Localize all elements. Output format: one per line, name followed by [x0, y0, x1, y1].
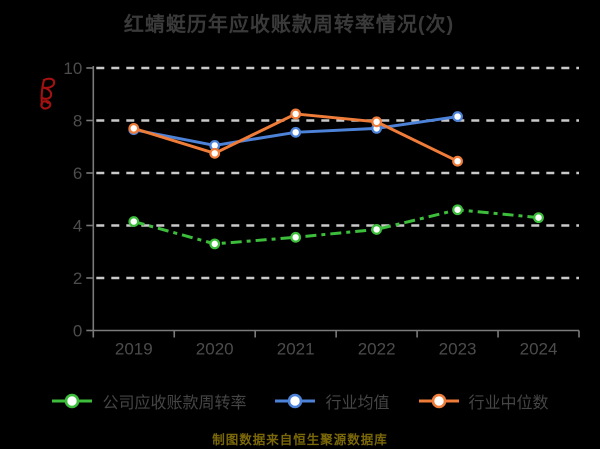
data-point-2-2: [290, 108, 302, 120]
x-category-label-2021: 2021: [277, 340, 315, 359]
legend-line-marker-icon: [418, 393, 459, 409]
x-category-label-2020: 2020: [196, 340, 234, 359]
y-tick-label-4: 4: [73, 217, 82, 236]
x-category-label-2022: 2022: [358, 340, 396, 359]
legend-line-marker-icon: [275, 393, 316, 409]
legend-label: 行业中位数: [468, 395, 549, 412]
data-point-0-2: [290, 231, 302, 243]
data-point-2-3: [371, 116, 383, 128]
data-point-1-2: [290, 126, 302, 138]
data-point-0-1: [209, 238, 221, 250]
data-point-2-0: [128, 122, 140, 134]
legend-line-marker-icon: [52, 393, 93, 409]
data-source-caption: 制图数据来自恒生聚源数据库: [212, 433, 388, 447]
data-point-0-3: [371, 224, 383, 235]
y-tick-label-0: 0: [73, 322, 82, 341]
x-category-label-2023: 2023: [439, 340, 477, 359]
legend-label: 行业均值: [325, 395, 390, 412]
red-scribble-mark: [40, 77, 56, 110]
y-tick-label-2: 2: [73, 269, 82, 288]
data-point-1-4: [452, 111, 463, 122]
data-point-0-0: [128, 216, 140, 227]
chart-title: 红蜻蜓历年应收账款周转率情况(次): [123, 14, 455, 36]
series-line-0: [133, 208, 539, 246]
data-point-2-1: [209, 147, 221, 159]
legend-item-1[interactable]: 行业均值: [274, 389, 390, 413]
x-category-label-2024: 2024: [520, 340, 558, 359]
data-point-0-5: [533, 212, 544, 224]
legend: 公司应收账款周转率 行业均值 行业中位数: [0, 388, 600, 414]
data-point-0-4: [452, 204, 463, 216]
x-category-label-2019: 2019: [115, 340, 153, 359]
y-tick-label-6: 6: [73, 164, 82, 183]
y-tick-label-10: 10: [63, 59, 82, 78]
legend-label: 公司应收账款周转率: [102, 395, 247, 412]
data-point-2-4: [452, 155, 463, 167]
legend-item-2[interactable]: 行业中位数: [418, 389, 549, 413]
y-tick-label-8: 8: [73, 112, 82, 131]
legend-item-0[interactable]: 公司应收账款周转率: [51, 389, 246, 413]
